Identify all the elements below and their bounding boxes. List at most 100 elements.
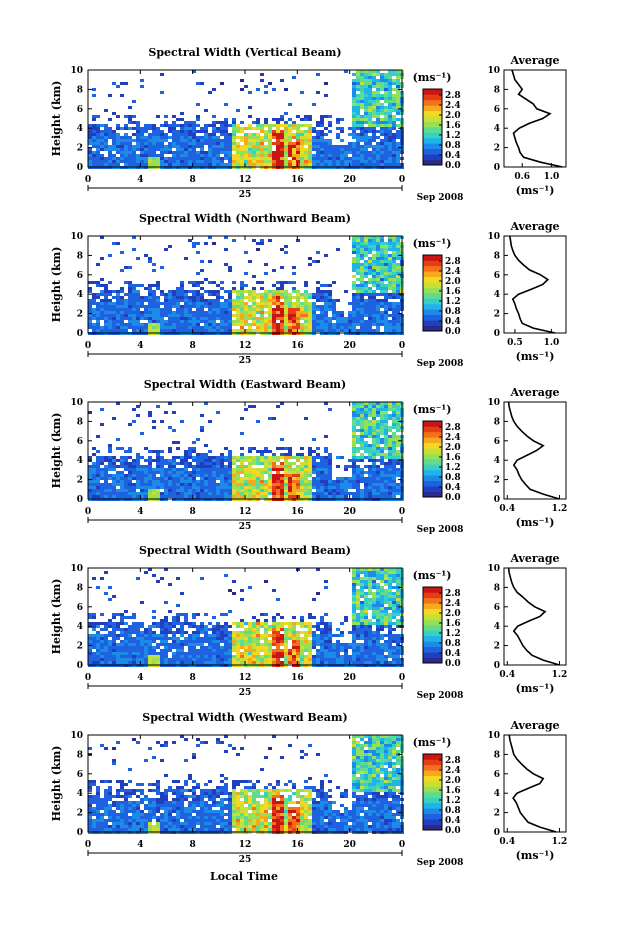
heatmap-cell <box>344 486 348 489</box>
heatmap-cell <box>220 311 224 314</box>
heatmap-cell <box>384 471 388 474</box>
heatmap-cell <box>352 305 356 308</box>
heatmap-cell <box>232 124 236 127</box>
x-tick-label: 8 <box>190 341 196 351</box>
heatmap-cell <box>140 643 144 646</box>
heatmap-cell <box>368 405 372 408</box>
heatmap-cell <box>136 257 140 260</box>
heatmap-cell <box>256 142 260 145</box>
heatmap-cell <box>356 314 360 317</box>
heatmap-cell <box>252 483 256 486</box>
heatmap-cell <box>128 643 132 646</box>
heatmap-cell <box>132 631 136 634</box>
heatmap-cell <box>136 414 140 417</box>
heatmap-cell <box>308 314 312 317</box>
heatmap-cell <box>292 145 296 148</box>
heatmap-cell <box>128 148 132 151</box>
heatmap-cell <box>344 326 348 329</box>
heatmap-cell <box>372 444 376 447</box>
heatmap-cell <box>224 248 228 251</box>
heatmap-cell <box>388 70 392 73</box>
heatmap-cell <box>88 658 92 661</box>
heatmap-cell <box>204 495 208 498</box>
heatmap-cell <box>172 329 176 332</box>
heatmap-cell <box>360 311 364 314</box>
heatmap-cell <box>288 136 292 139</box>
heatmap-cell <box>172 121 176 124</box>
heatmap-cell <box>376 248 380 251</box>
heatmap-cell <box>196 453 200 456</box>
heatmap-cell <box>136 320 140 323</box>
heatmap-cell <box>164 637 168 640</box>
heatmap-cell <box>128 302 132 305</box>
heatmap-cell <box>104 157 108 160</box>
profile-frame <box>503 235 567 334</box>
heatmap-cell <box>228 462 232 465</box>
heatmap-cell <box>232 308 236 311</box>
heatmap-cell <box>148 486 152 489</box>
heatmap-cell <box>312 495 316 498</box>
heatmap-cell <box>172 477 176 480</box>
heatmap-cell <box>368 248 372 251</box>
heatmap-cell <box>260 148 264 151</box>
heatmap-cell <box>260 305 264 308</box>
heatmap-cell <box>136 157 140 160</box>
heatmap-cell <box>140 296 144 299</box>
heatmap-cell <box>220 486 224 489</box>
heatmap-cell <box>276 160 280 163</box>
heatmap-cell <box>176 604 180 607</box>
heatmap-cell <box>164 139 168 142</box>
heatmap-cell <box>116 480 120 483</box>
heatmap-cell <box>180 145 184 148</box>
heatmap-cell <box>136 124 140 127</box>
heatmap-cell <box>208 495 212 498</box>
heatmap-cell <box>160 480 164 483</box>
heatmap-cell <box>228 151 232 154</box>
heatmap-cell <box>248 326 252 329</box>
heatmap-cell <box>144 640 148 643</box>
profile-line <box>509 235 556 334</box>
heatmap-cell <box>128 281 132 284</box>
heatmap-cell <box>204 317 208 320</box>
heatmap-cell <box>348 142 352 145</box>
heatmap-cell <box>372 474 376 477</box>
heatmap-cell <box>396 296 400 299</box>
heatmap-cell <box>144 317 148 320</box>
heatmap-cell <box>92 483 96 486</box>
heatmap-cell <box>148 655 152 658</box>
heatmap-cell <box>148 471 152 474</box>
heatmap-cell <box>364 444 368 447</box>
heatmap-cell <box>96 459 100 462</box>
heatmap-cell <box>176 468 180 471</box>
heatmap-cell <box>264 154 268 157</box>
heatmap-cell <box>312 293 316 296</box>
heatmap-cell <box>284 477 288 480</box>
heatmap-cell <box>200 154 204 157</box>
heatmap-cell <box>292 287 296 290</box>
heatmap-cell <box>96 160 100 163</box>
heatmap-cell <box>148 414 152 417</box>
profile-y-tick-label: 6 <box>494 271 500 281</box>
heatmap-cell <box>396 163 400 166</box>
heatmap-cell <box>392 136 396 139</box>
heatmap-cell <box>132 326 136 329</box>
heatmap-cell <box>396 317 400 320</box>
heatmap-cell <box>316 492 320 495</box>
heatmap-cell <box>296 127 300 130</box>
heatmap-cell <box>320 465 324 468</box>
heatmap-cell <box>192 326 196 329</box>
heatmap-cell <box>124 317 128 320</box>
heatmap-cell <box>396 417 400 420</box>
heatmap-cell <box>396 468 400 471</box>
heatmap-cell <box>320 320 324 323</box>
heatmap-cell <box>112 302 116 305</box>
heatmap-cell <box>120 145 124 148</box>
heatmap-cell <box>200 649 204 652</box>
heatmap-cell <box>276 302 280 305</box>
heatmap-cell <box>356 136 360 139</box>
heatmap-cell <box>368 73 372 76</box>
heatmap-cell <box>88 634 92 637</box>
heatmap-cell <box>244 465 248 468</box>
heatmap-cell <box>160 136 164 139</box>
heatmap-cell <box>164 160 168 163</box>
